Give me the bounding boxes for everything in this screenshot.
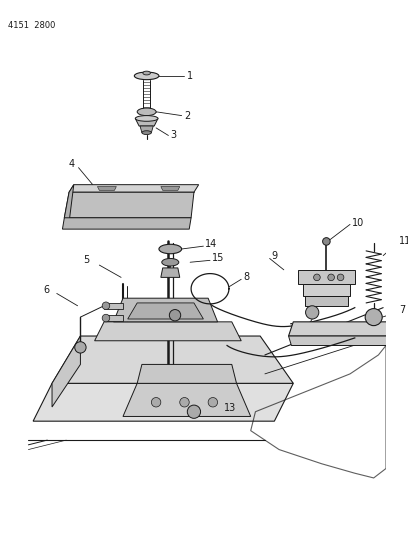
Circle shape [306, 306, 319, 319]
Polygon shape [135, 118, 158, 126]
Text: 11: 11 [399, 237, 408, 246]
Ellipse shape [134, 72, 159, 79]
Text: 6: 6 [43, 285, 49, 295]
Text: 1: 1 [187, 71, 193, 81]
Text: 7: 7 [201, 305, 207, 316]
Polygon shape [104, 315, 123, 321]
Circle shape [337, 274, 344, 281]
Ellipse shape [135, 116, 158, 122]
Polygon shape [303, 284, 350, 296]
Text: 2: 2 [184, 111, 191, 120]
Circle shape [208, 398, 217, 407]
Polygon shape [161, 187, 180, 190]
Polygon shape [95, 322, 241, 341]
Circle shape [314, 274, 320, 281]
Circle shape [323, 238, 330, 245]
Text: 14: 14 [205, 239, 217, 249]
Polygon shape [137, 365, 237, 383]
Circle shape [75, 342, 86, 353]
Text: 7: 7 [399, 305, 406, 316]
Polygon shape [161, 268, 180, 277]
Polygon shape [128, 303, 204, 319]
Polygon shape [123, 383, 251, 416]
Polygon shape [33, 383, 293, 421]
Polygon shape [64, 192, 194, 218]
Polygon shape [305, 296, 348, 306]
Polygon shape [288, 336, 392, 345]
Polygon shape [298, 270, 355, 284]
Text: 10: 10 [352, 217, 364, 228]
Polygon shape [140, 126, 153, 133]
Circle shape [169, 310, 181, 321]
Ellipse shape [159, 244, 182, 254]
Text: 4151  2800: 4151 2800 [8, 21, 55, 30]
Ellipse shape [142, 131, 151, 134]
Circle shape [180, 398, 189, 407]
Polygon shape [52, 336, 80, 407]
Circle shape [102, 314, 110, 322]
Polygon shape [52, 336, 293, 383]
Circle shape [328, 274, 335, 281]
Circle shape [102, 302, 110, 310]
Circle shape [187, 405, 201, 418]
Polygon shape [64, 184, 74, 222]
Ellipse shape [162, 259, 179, 266]
Text: 9: 9 [271, 251, 277, 261]
Polygon shape [69, 184, 199, 192]
Polygon shape [104, 303, 123, 309]
Ellipse shape [137, 108, 156, 116]
Text: 12: 12 [288, 324, 301, 334]
Text: 15: 15 [212, 254, 224, 263]
Circle shape [151, 398, 161, 407]
Text: 8: 8 [243, 272, 249, 282]
Text: 3: 3 [170, 131, 176, 141]
Polygon shape [113, 298, 217, 322]
Ellipse shape [143, 71, 151, 75]
Polygon shape [288, 322, 392, 336]
Text: 5: 5 [84, 255, 90, 265]
Text: 4: 4 [69, 159, 75, 169]
Polygon shape [98, 187, 116, 190]
Text: 13: 13 [224, 403, 237, 413]
Polygon shape [62, 218, 191, 229]
Circle shape [365, 309, 382, 326]
